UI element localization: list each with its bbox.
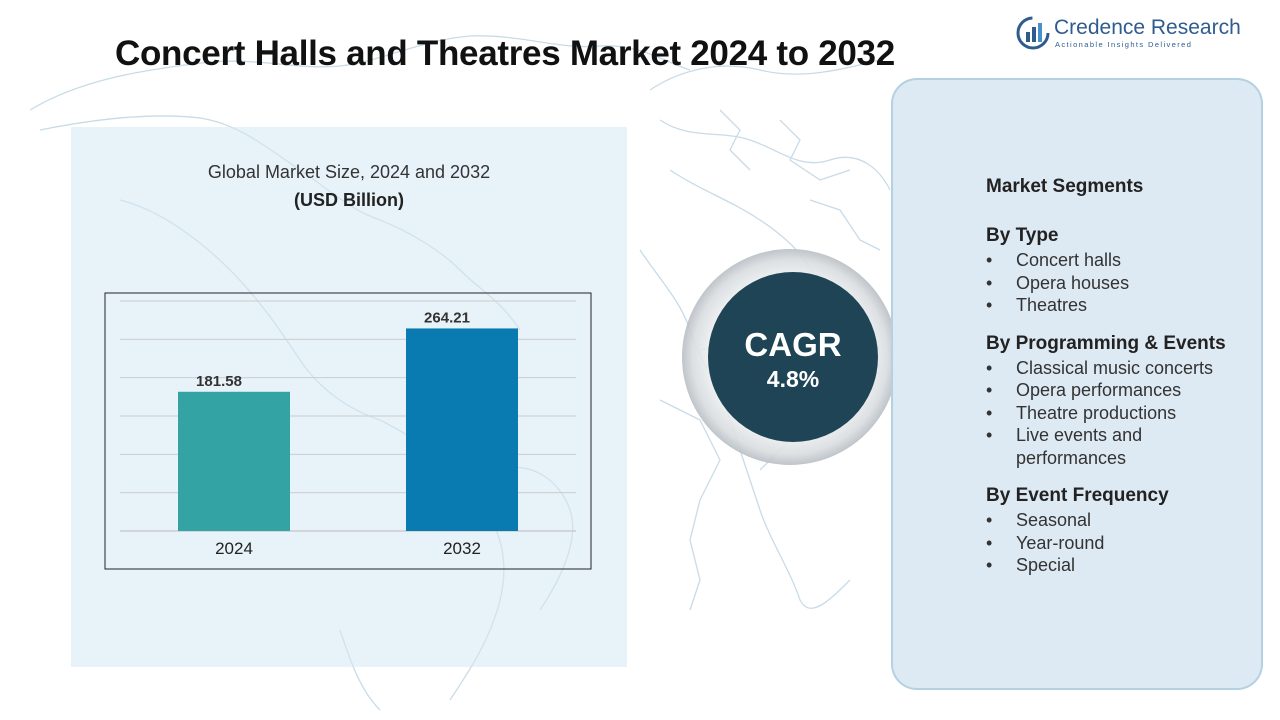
group-title: By Type [986,225,1059,246]
bars: 181.58 2024 264.21 2032 [178,309,518,558]
bar-2024 [178,391,290,531]
credence-research-logo[interactable]: Credence Research Actionable Insights De… [1016,14,1241,54]
list-item: Theatre productions [986,402,1276,425]
cagr-label: CAGR [744,326,842,363]
logo-name: Credence Research [1054,16,1241,39]
segments-content: Market Segments By Type Concert halls Op… [986,176,1276,591]
segment-group-frequency: By Event Frequency Seasonal Year-round S… [986,483,1276,577]
list-item: Classical music concerts [986,357,1276,380]
group-title: By Programming & Events [986,332,1226,354]
list-item: Year-round [986,532,1276,555]
chart-unit: (USD Billion) [294,190,404,210]
logo-tagline: Actionable Insights Delivered [1055,40,1193,49]
page-title: Concert Halls and Theatres Market 2024 t… [115,34,895,73]
data-label-2032: 264.21 [424,309,470,326]
list-item: Concert halls [986,249,1276,272]
list-item: Theatres [986,294,1276,317]
list-item: Seasonal [986,509,1276,532]
bar-2032 [406,328,518,531]
segments-heading: Market Segments [986,176,1144,197]
x-tick-label-2032: 2032 [443,539,481,558]
segment-group-type: By Type Concert halls Opera houses Theat… [986,223,1276,317]
bar-chart-logo-icon [1016,16,1050,50]
cagr-fill [708,272,878,442]
cagr-circle [682,249,898,465]
list-item: Special [986,554,1276,577]
data-label-2024: 181.58 [196,373,242,390]
chart-title: Global Market Size, 2024 and 2032 [207,162,491,182]
list-item: Live events and [986,424,1276,447]
list-item: Opera houses [986,272,1276,295]
cagr-value: 4.8% [766,366,820,392]
list-item: Opera performances [986,379,1276,402]
segment-group-programming: By Programming & Events Classical music … [986,331,1276,470]
group-title: By Event Frequency [986,485,1169,506]
x-tick-label-2024: 2024 [215,539,253,558]
chart-frame [104,292,592,570]
list-item-continuation: performances [1016,447,1127,468]
chart-panel [71,127,627,667]
